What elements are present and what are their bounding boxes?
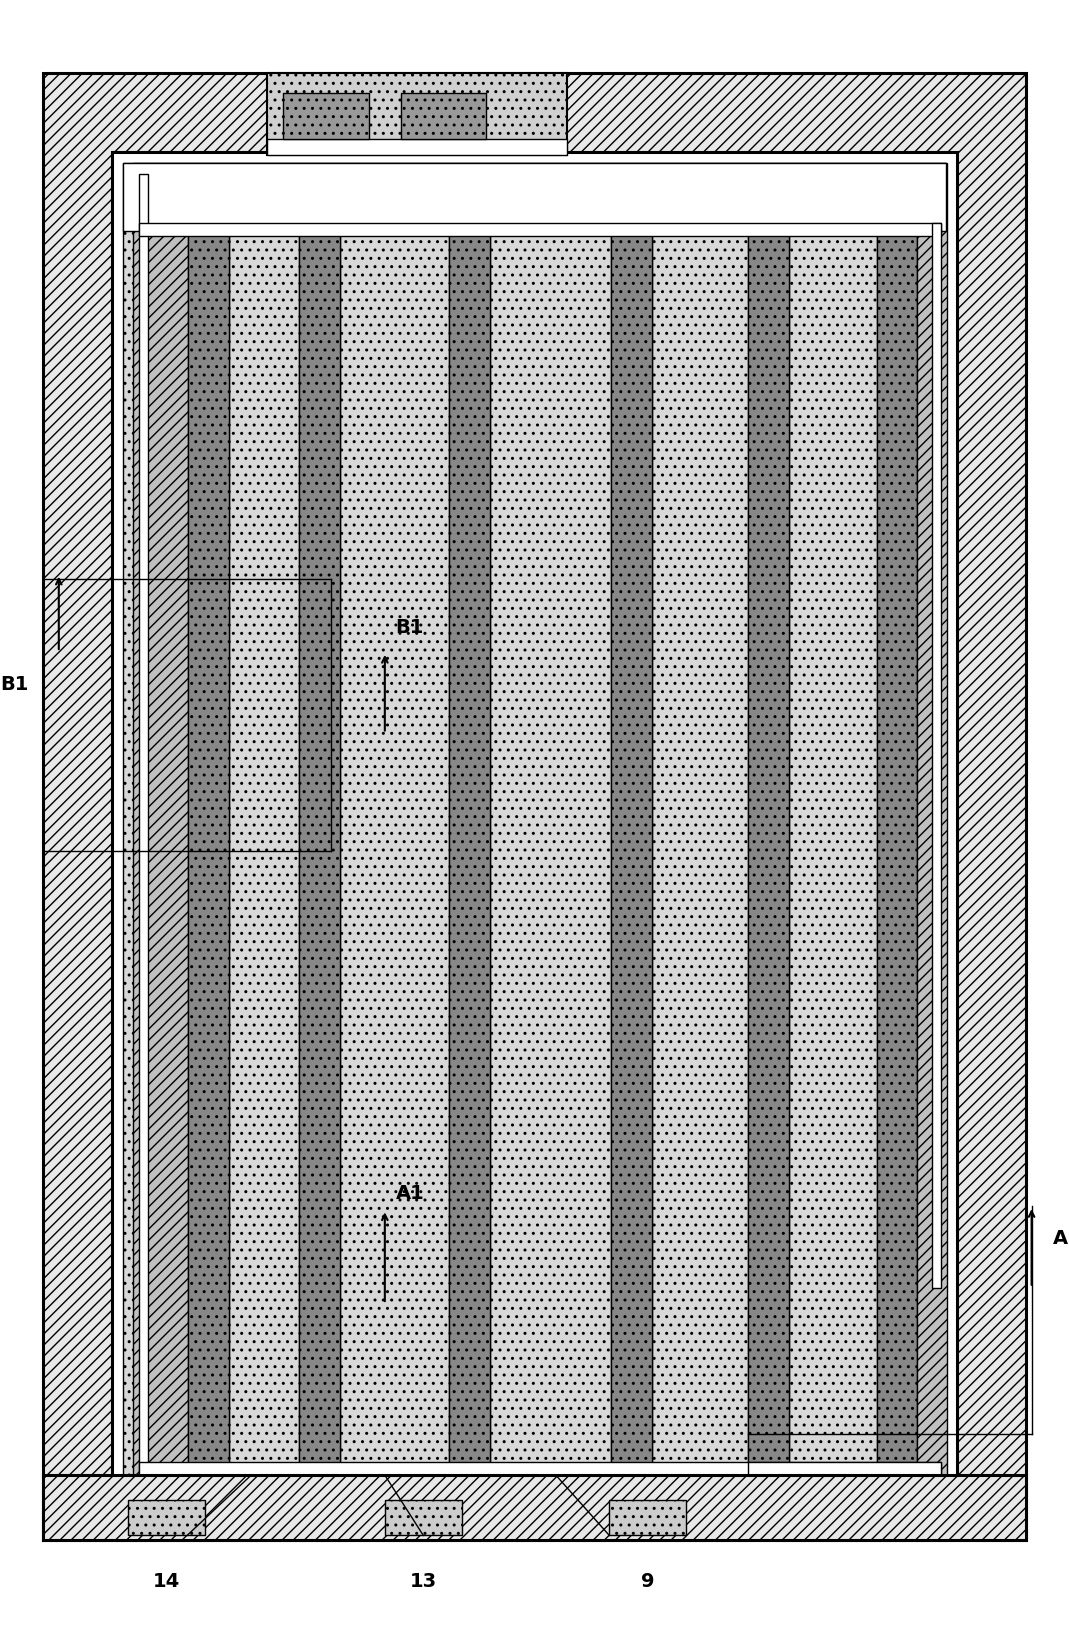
- Bar: [267, 139, 567, 155]
- Bar: [43, 1475, 1026, 1540]
- Bar: [139, 223, 941, 236]
- Bar: [340, 163, 449, 1480]
- Bar: [877, 163, 917, 1480]
- Text: 9: 9: [641, 1571, 654, 1591]
- Bar: [128, 1500, 205, 1535]
- Bar: [932, 223, 941, 1288]
- Bar: [748, 163, 789, 1480]
- Bar: [917, 163, 947, 1480]
- Bar: [299, 163, 340, 1480]
- Bar: [385, 1500, 462, 1535]
- Bar: [139, 1462, 941, 1475]
- Bar: [401, 93, 486, 139]
- Bar: [748, 1462, 941, 1475]
- Text: B1: B1: [396, 618, 424, 637]
- Bar: [123, 163, 946, 1480]
- Bar: [188, 163, 229, 1480]
- Text: B1: B1: [0, 675, 29, 694]
- Text: 14: 14: [153, 1571, 181, 1591]
- Bar: [133, 163, 188, 1480]
- Bar: [229, 163, 299, 1480]
- Text: 13: 13: [409, 1571, 437, 1591]
- Text: A1: A1: [1053, 1229, 1069, 1249]
- Bar: [123, 163, 946, 231]
- Text: A1: A1: [396, 1183, 424, 1203]
- Bar: [609, 1500, 686, 1535]
- Bar: [789, 163, 877, 1480]
- Bar: [139, 174, 148, 1475]
- Bar: [283, 93, 369, 139]
- Bar: [449, 163, 490, 1480]
- Bar: [490, 163, 611, 1480]
- Bar: [112, 152, 957, 1491]
- Bar: [652, 163, 748, 1480]
- Bar: [611, 163, 652, 1480]
- Bar: [267, 73, 567, 155]
